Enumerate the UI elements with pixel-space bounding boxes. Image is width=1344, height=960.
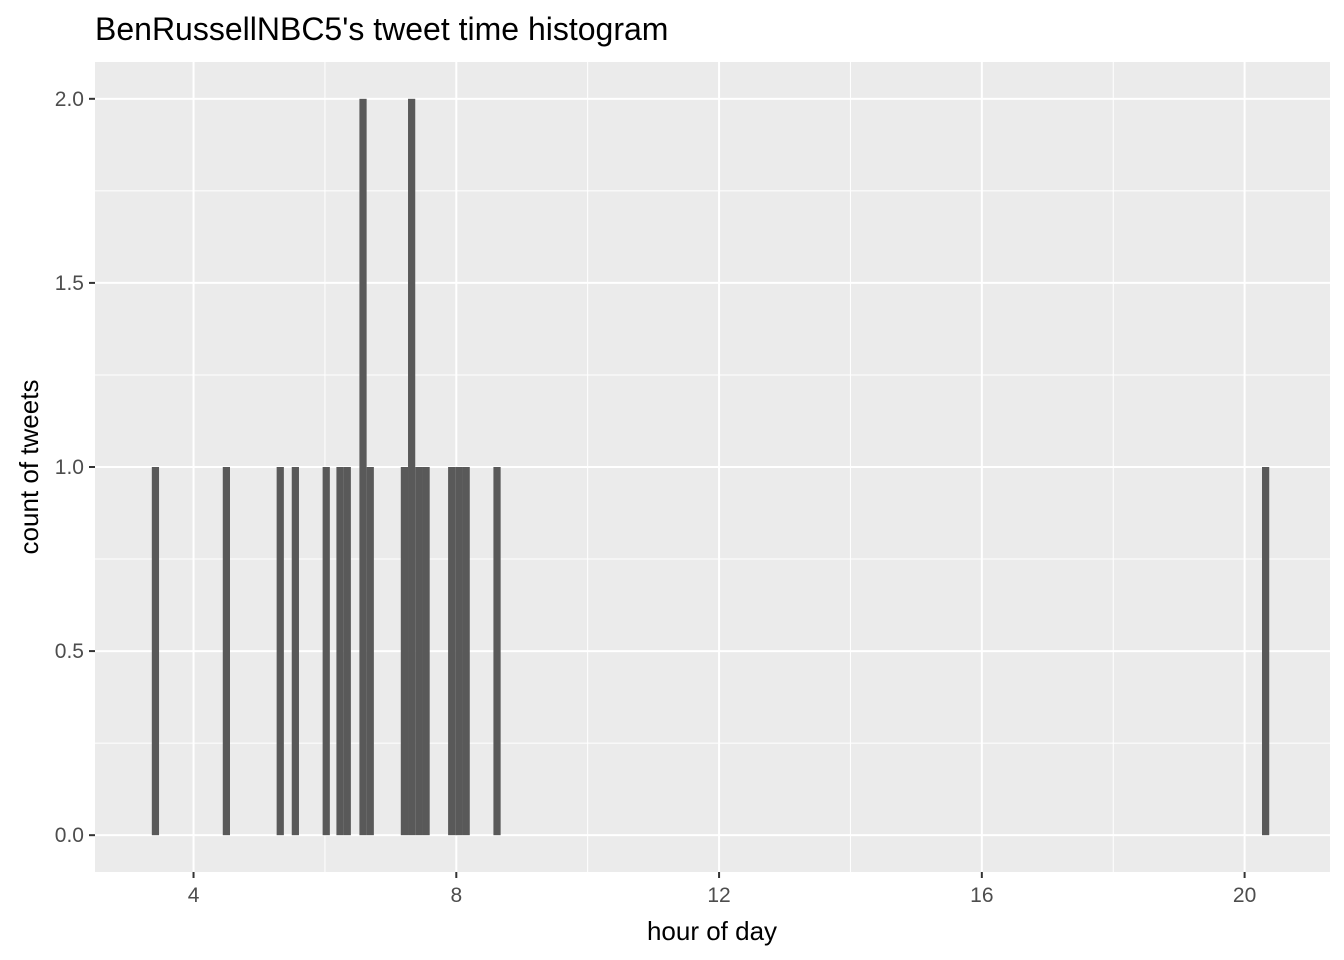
axes: 4 8 12 16 20 0.0 0.5 1.0 1.5 2.0 xyxy=(55,88,1256,907)
y-tick-label: 0.0 xyxy=(55,824,84,847)
histogram-bar xyxy=(276,467,284,836)
x-tick-label: 12 xyxy=(707,884,730,907)
histogram-bar xyxy=(493,467,501,836)
histogram-bar xyxy=(455,467,463,836)
y-tick-label: 1.0 xyxy=(55,456,84,479)
x-tick-label: 20 xyxy=(1233,884,1256,907)
histogram-bar xyxy=(366,467,374,836)
histogram-bar xyxy=(422,467,430,836)
x-tick-label: 8 xyxy=(450,884,462,907)
histogram-bar xyxy=(222,467,230,836)
histogram-bar xyxy=(359,98,367,836)
histogram-bar xyxy=(291,467,299,836)
histogram-bar xyxy=(336,467,344,836)
histogram-bar xyxy=(343,467,351,836)
y-tick-label: 0.5 xyxy=(55,640,84,663)
chart-title: BenRussellNBC5's tweet time histogram xyxy=(95,11,668,47)
histogram-bar xyxy=(322,467,330,836)
histogram-bar xyxy=(415,467,423,836)
y-tick-label: 1.5 xyxy=(55,272,84,295)
histogram-bar xyxy=(151,467,160,836)
histogram-bar xyxy=(462,467,470,836)
histogram-bar xyxy=(448,467,456,836)
histogram-bars xyxy=(151,98,1270,836)
histogram-bar xyxy=(400,467,409,836)
y-axis-title: count of tweets xyxy=(14,380,44,555)
x-tick-label: 16 xyxy=(970,884,993,907)
x-tick-label: 4 xyxy=(188,884,200,907)
histogram-bar xyxy=(1262,467,1270,836)
histogram-bar xyxy=(408,98,416,836)
x-axis-title: hour of day xyxy=(647,916,777,946)
y-tick-label: 2.0 xyxy=(55,88,84,111)
